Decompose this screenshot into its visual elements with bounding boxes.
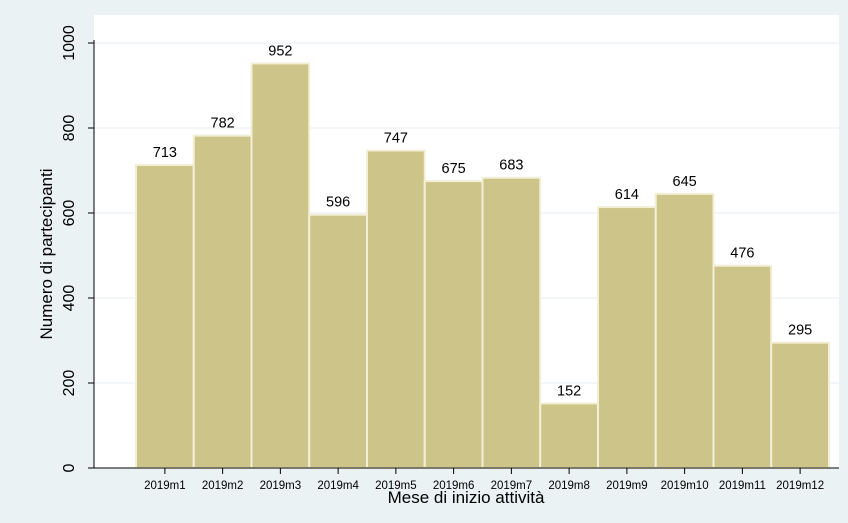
y-tick-label: 200 xyxy=(61,370,78,397)
bar-value-label: 782 xyxy=(211,116,235,132)
bar xyxy=(308,213,368,469)
bar-value-label: 952 xyxy=(268,43,292,59)
bar-value-label: 596 xyxy=(326,195,350,211)
x-tick-label: 2019m12 xyxy=(776,480,824,492)
bar xyxy=(597,206,657,470)
x-tick-label: 2019m1 xyxy=(144,480,186,492)
bar-value-label: 614 xyxy=(615,187,639,203)
x-tick-label: 2019m2 xyxy=(202,480,244,492)
bar xyxy=(481,176,542,469)
y-axis-ticks: 0 200 400 600 800 1000 xyxy=(61,25,94,472)
y-tick-label: 1000 xyxy=(61,25,78,61)
bar xyxy=(423,180,484,469)
bar-value-label: 713 xyxy=(153,145,177,161)
y-tick-label: 0 xyxy=(61,463,78,472)
bar-value-label: 295 xyxy=(788,323,812,339)
x-axis-title: Mese di inizio attività xyxy=(388,488,545,507)
bar-value-label: 683 xyxy=(499,158,523,174)
x-tick-label: 2019m9 xyxy=(606,480,648,492)
x-tick-label: 2019m7 xyxy=(491,480,533,492)
bar xyxy=(192,134,253,469)
x-tick-label: 2019m4 xyxy=(317,480,359,492)
bar xyxy=(366,149,426,469)
bar-value-label: 645 xyxy=(673,174,697,190)
bars xyxy=(135,62,830,470)
x-axis-ticks: 2019m1 2019m2 2019m3 2019m4 2019m5 2019m6 2019… xyxy=(144,468,824,492)
y-tick-label: 600 xyxy=(61,200,78,227)
bar-value-label: 152 xyxy=(557,383,581,399)
y-tick-label: 400 xyxy=(61,285,78,312)
bar-value-label: 476 xyxy=(730,246,754,262)
x-tick-label: 2019m3 xyxy=(260,480,302,492)
x-tick-label: 2019m11 xyxy=(719,480,766,492)
bar xyxy=(250,62,311,470)
x-tick-label: 2019m8 xyxy=(548,480,590,492)
bar xyxy=(539,402,599,469)
bar-value-label: 747 xyxy=(384,131,408,147)
x-tick-label: 2019m10 xyxy=(661,480,709,492)
y-tick-label: 800 xyxy=(61,115,78,142)
bar xyxy=(770,341,830,469)
data-labels: 713 782 952 596 747 675 683 152 614 645 476 295 xyxy=(153,43,812,399)
bar-value-label: 675 xyxy=(442,161,466,177)
x-tick-label: 2019m5 xyxy=(375,480,417,492)
y-axis-title: Numero di partecipanti xyxy=(37,168,56,339)
bar xyxy=(654,192,715,469)
bar xyxy=(135,163,195,469)
bar xyxy=(712,264,773,470)
x-tick-label: 2019m6 xyxy=(433,480,475,492)
